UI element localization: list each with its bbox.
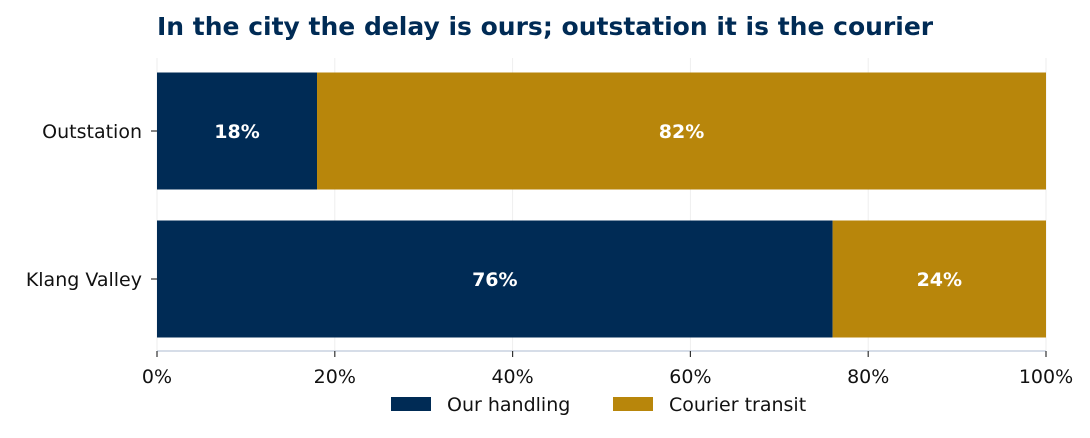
bar-outstation-courier-transit <box>317 72 1046 190</box>
bar-klang-valley-our-handling <box>157 220 833 338</box>
data-labels: 18% 82% 76% 24% <box>214 121 962 291</box>
x-tick-label-3: 60% <box>669 366 711 388</box>
axes: Outstation Klang Valley 0% 20% 40% 60% 80% 100% <box>26 121 1073 388</box>
data-label-klang-valley-our-handling: 76% <box>472 269 517 291</box>
data-label-klang-valley-courier-transit: 24% <box>917 269 962 291</box>
x-tick-label-1: 20% <box>314 366 356 388</box>
x-tick-label-4: 80% <box>847 366 889 388</box>
legend: Our handling Courier transit <box>391 394 806 416</box>
bar-outstation-our-handling <box>157 72 318 190</box>
bars <box>157 72 1046 338</box>
legend-label-courier-transit: Courier transit <box>669 394 806 416</box>
legend-swatch-courier-transit <box>613 397 653 411</box>
x-tick-label-0: 0% <box>142 366 172 388</box>
bar-klang-valley-courier-transit <box>832 220 1046 338</box>
legend-label-our-handling: Our handling <box>447 394 570 416</box>
data-label-outstation-our-handling: 18% <box>214 121 259 143</box>
x-tick-label-2: 40% <box>491 366 533 388</box>
category-label-outstation: Outstation <box>42 121 142 143</box>
category-label-klang-valley: Klang Valley <box>26 269 142 291</box>
x-tick-label-5: 100% <box>1019 366 1073 388</box>
legend-swatch-our-handling <box>391 397 431 411</box>
data-label-outstation-courier-transit: 82% <box>659 121 704 143</box>
chart-title: In the city the delay is ours; outstatio… <box>157 12 934 41</box>
